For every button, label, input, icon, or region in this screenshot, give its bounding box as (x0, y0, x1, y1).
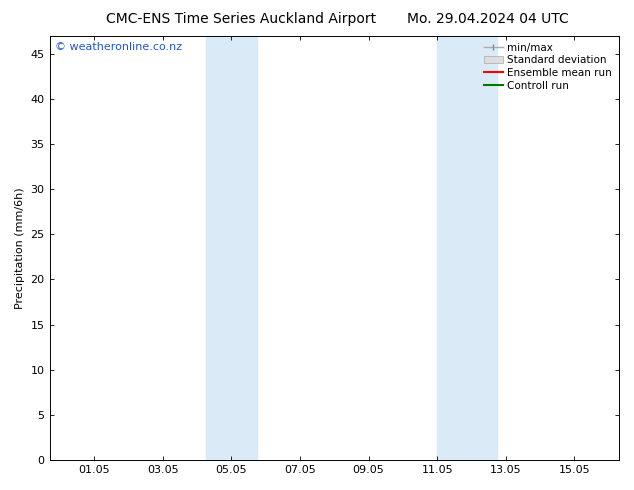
Bar (437, 36, 497, 460)
Text: Mo. 29.04.2024 04 UTC: Mo. 29.04.2024 04 UTC (407, 12, 569, 26)
Bar (205, 36, 257, 460)
Text: CMC-ENS Time Series Auckland Airport: CMC-ENS Time Series Auckland Airport (106, 12, 376, 26)
Legend: min/max, Standard deviation, Ensemble mean run, Controll run: min/max, Standard deviation, Ensemble me… (482, 41, 614, 93)
Y-axis label: Precipitation (mm/6h): Precipitation (mm/6h) (15, 187, 25, 309)
Text: © weatheronline.co.nz: © weatheronline.co.nz (55, 42, 183, 52)
